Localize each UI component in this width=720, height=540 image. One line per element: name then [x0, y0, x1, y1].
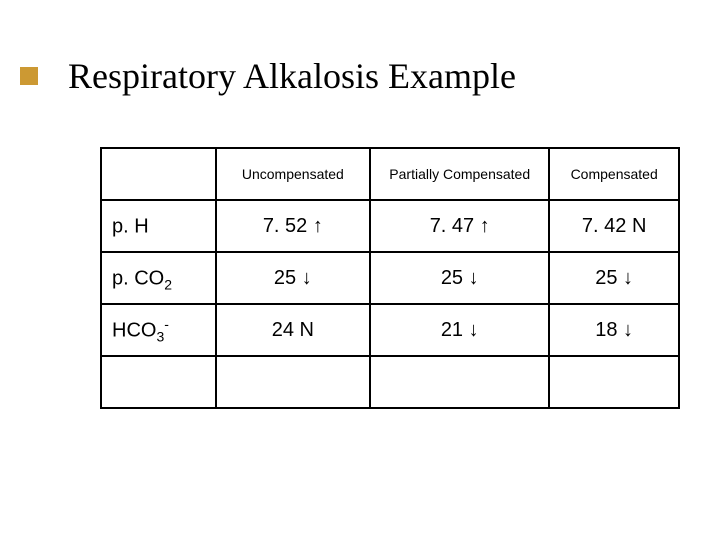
- cell-ph-uncompensated: 7. 52 ↑: [216, 200, 371, 252]
- cell-hco3-partial: 21 ↓: [370, 304, 549, 356]
- header-uncompensated: Uncompensated: [216, 148, 371, 200]
- header-empty: [101, 148, 216, 200]
- label-sub: 2: [164, 276, 172, 292]
- empty-cell: [101, 356, 216, 408]
- slide-container: Respiratory Alkalosis Example Uncompensa…: [0, 0, 720, 540]
- table-row: p. CO2 25 ↓ 25 ↓ 25 ↓: [101, 252, 679, 304]
- data-table: Uncompensated Partially Compensated Comp…: [100, 147, 680, 409]
- header-partially-compensated: Partially Compensated: [370, 148, 549, 200]
- table-header-row: Uncompensated Partially Compensated Comp…: [101, 148, 679, 200]
- empty-cell: [370, 356, 549, 408]
- page-title: Respiratory Alkalosis Example: [68, 55, 516, 97]
- row-label-ph: p. H: [101, 200, 216, 252]
- label-text: HCO: [112, 319, 156, 341]
- empty-cell: [549, 356, 679, 408]
- row-label-pco2: p. CO2: [101, 252, 216, 304]
- table-row: HCO3- 24 N 21 ↓ 18 ↓: [101, 304, 679, 356]
- cell-hco3-uncompensated: 24 N: [216, 304, 371, 356]
- label-sup: -: [164, 316, 169, 332]
- cell-pco2-uncompensated: 25 ↓: [216, 252, 371, 304]
- empty-cell: [216, 356, 371, 408]
- cell-ph-partial: 7. 47 ↑: [370, 200, 549, 252]
- cell-pco2-compensated: 25 ↓: [549, 252, 679, 304]
- cell-hco3-compensated: 18 ↓: [549, 304, 679, 356]
- label-text: p. CO: [112, 267, 164, 289]
- table-empty-row: [101, 356, 679, 408]
- header-compensated: Compensated: [549, 148, 679, 200]
- cell-ph-compensated: 7. 42 N: [549, 200, 679, 252]
- table-container: Uncompensated Partially Compensated Comp…: [100, 147, 680, 409]
- title-accent-square: [20, 67, 38, 85]
- label-text: p. H: [112, 215, 149, 237]
- row-label-hco3: HCO3-: [101, 304, 216, 356]
- table-row: p. H 7. 52 ↑ 7. 47 ↑ 7. 42 N: [101, 200, 679, 252]
- cell-pco2-partial: 25 ↓: [370, 252, 549, 304]
- title-area: Respiratory Alkalosis Example: [20, 55, 720, 97]
